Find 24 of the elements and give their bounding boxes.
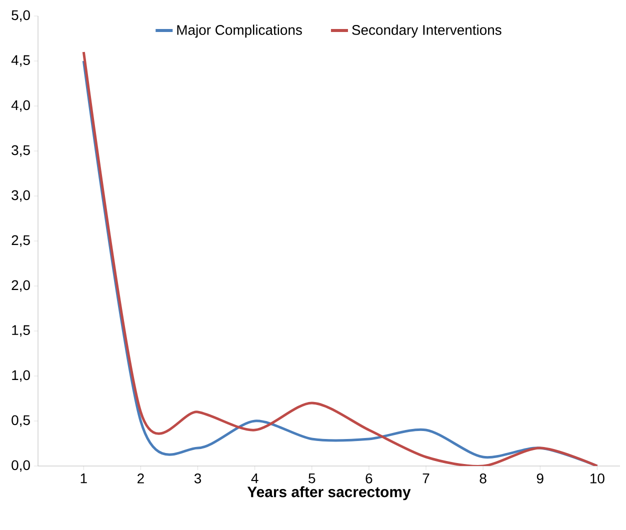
y-tick-label: 2,5: [12, 235, 30, 247]
y-tick-label: 3,0: [12, 190, 30, 202]
y-tick-label: 0,5: [12, 415, 30, 427]
x-axis-title: Years after sacrectomy: [247, 486, 411, 500]
y-tick-label: 2,0: [12, 280, 30, 292]
legend-label: Secondary Interventions: [352, 24, 502, 38]
x-tick-label: 2: [138, 474, 144, 484]
x-tick-label: 4: [251, 474, 258, 484]
x-tick-label: 3: [194, 474, 202, 484]
legend-label: Major Complications: [177, 24, 302, 38]
x-tick-label: 10: [590, 474, 604, 484]
x-tick-label: 9: [536, 474, 544, 484]
x-tick-label: 1: [80, 474, 87, 484]
y-tick-label: 4,0: [11, 100, 30, 112]
x-tick-label: 6: [366, 474, 372, 484]
y-tick-label: 0,0: [12, 460, 30, 472]
y-tick-label: 5,0: [12, 10, 30, 22]
x-tick-label: 5: [308, 474, 316, 484]
x-tick-label: 7: [422, 474, 430, 484]
x-tick-label: 8: [480, 474, 486, 484]
y-tick-label: 1,0: [12, 370, 30, 382]
y-tick-label: 4,5: [11, 55, 30, 67]
y-tick-label: 1,5: [12, 325, 30, 337]
y-tick-label: 3,5: [12, 145, 30, 157]
